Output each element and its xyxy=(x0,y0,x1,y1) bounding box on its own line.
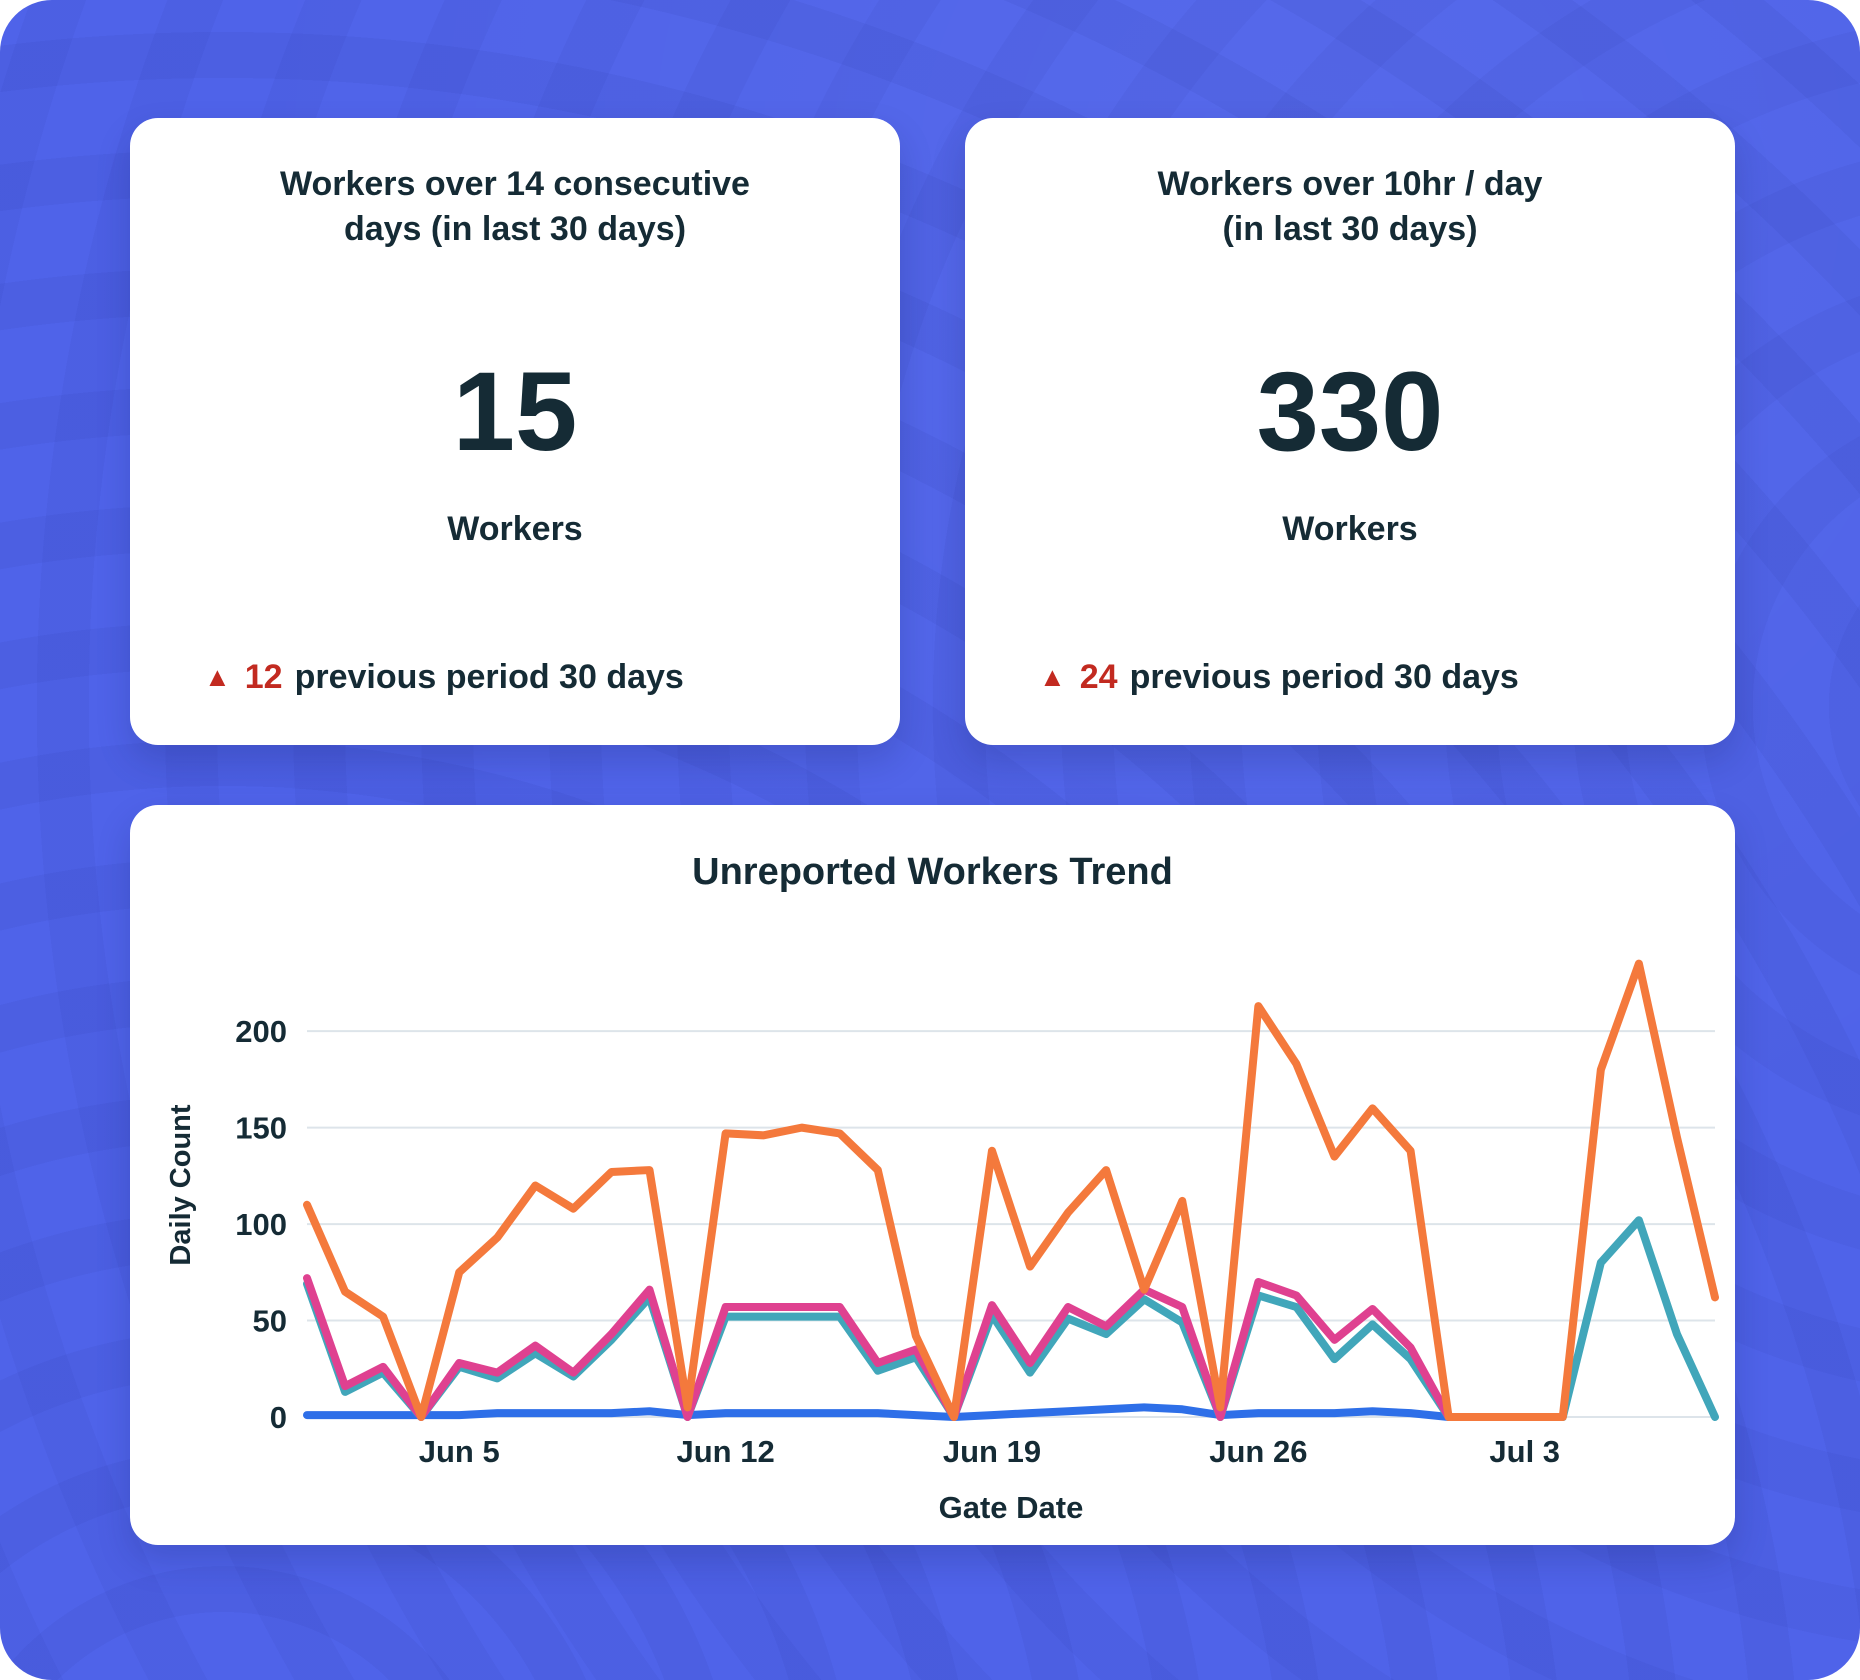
kpi-delta-row: ▲ 12 previous period 30 days xyxy=(204,658,684,697)
delta-up-icon: ▲ xyxy=(1039,662,1066,692)
x-tick-label: Jul 3 xyxy=(1489,1434,1560,1469)
y-tick-label: 0 xyxy=(270,1400,287,1435)
kpi-title-line2: days (in last 30 days) xyxy=(343,209,687,248)
kpi-card-over-10hr: Workers over 10hr / day (in last 30 days… xyxy=(965,118,1735,745)
kpi-value: 330 xyxy=(1256,348,1444,474)
series-line-teal xyxy=(303,1216,1719,1421)
unreported-workers-trend-chart[interactable]: 0 50 100 150 200 Jun 5 Jun 12 Jun 19 Jun 26 Jul 3… xyxy=(150,900,1730,1535)
kpi-delta-row: ▲ 24 previous period 30 days xyxy=(1039,658,1519,697)
y-axis-title: Daily Count xyxy=(165,1104,197,1265)
kpi-title-line1: Workers over 10hr / day xyxy=(1157,165,1543,203)
y-tick-label: 200 xyxy=(235,1014,287,1049)
x-tick-label: Jun 5 xyxy=(419,1434,500,1469)
x-tick-label: Jun 26 xyxy=(1209,1434,1307,1469)
kpi-title-line2: (in last 30 days) xyxy=(1222,209,1478,248)
series-line-blue xyxy=(303,1403,1453,1421)
delta-value: 24 xyxy=(1079,658,1118,696)
kpi-unit-label: Workers xyxy=(447,509,583,548)
kpi-value: 15 xyxy=(452,348,578,474)
x-tick-label: Jun 19 xyxy=(943,1434,1041,1469)
delta-label: previous period 30 days xyxy=(294,658,684,696)
kpi-card-title: Workers over 10hr / day (in last 30 days… xyxy=(1158,162,1543,252)
kpi-card-consecutive-days: Workers over 14 consecutive days (in las… xyxy=(130,118,900,745)
x-axis-title: Gate Date xyxy=(939,1490,1084,1525)
delta-label: previous period 30 days xyxy=(1129,658,1519,696)
y-tick-label: 50 xyxy=(253,1304,287,1339)
y-tick-label: 100 xyxy=(235,1207,287,1242)
x-tick-label: Jun 12 xyxy=(676,1434,774,1469)
y-tick-label: 150 xyxy=(235,1111,287,1146)
kpi-card-title: Workers over 14 consecutive days (in las… xyxy=(280,162,750,252)
chart-title: Unreported Workers Trend xyxy=(692,851,1173,893)
delta-up-icon: ▲ xyxy=(204,662,231,692)
series-line-magenta xyxy=(303,1274,1491,1421)
delta-value: 12 xyxy=(244,658,283,696)
trend-chart-card: Unreported Workers Trend 0 50 100 150 200 Jun… xyxy=(130,805,1735,1545)
kpi-title-line1: Workers over 14 consecutive xyxy=(280,165,750,203)
series-line-orange xyxy=(303,959,1719,1421)
kpi-unit-label: Workers xyxy=(1282,509,1418,548)
